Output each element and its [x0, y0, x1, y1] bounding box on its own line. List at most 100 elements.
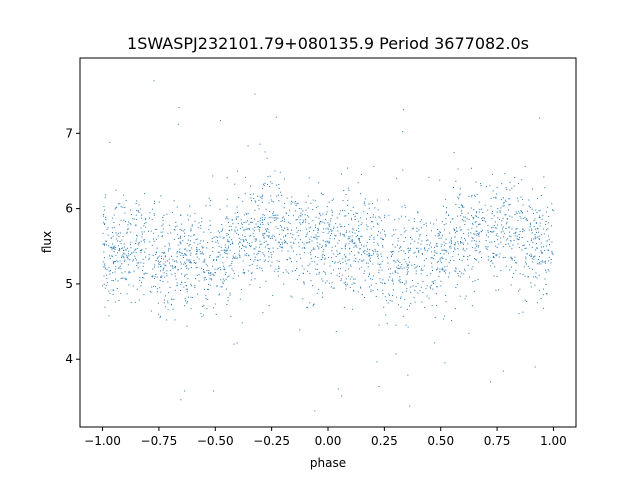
data-point — [244, 193, 246, 195]
data-point — [358, 220, 360, 222]
data-point — [210, 200, 212, 202]
data-point — [267, 243, 269, 245]
data-point — [278, 183, 280, 185]
data-point — [406, 269, 408, 271]
data-point — [187, 259, 189, 261]
data-point — [454, 242, 456, 244]
data-point — [252, 232, 254, 234]
data-point — [360, 260, 362, 262]
data-point — [119, 203, 121, 205]
data-point — [253, 197, 255, 199]
data-point — [281, 247, 283, 249]
data-point — [496, 233, 498, 235]
data-point — [329, 242, 331, 244]
data-point — [232, 255, 234, 257]
data-point — [470, 167, 472, 169]
data-point — [397, 267, 399, 269]
data-point — [102, 232, 104, 234]
data-point — [510, 257, 512, 259]
data-point — [499, 211, 501, 213]
data-point — [222, 237, 224, 239]
data-point — [331, 246, 333, 248]
data-point — [113, 289, 115, 291]
data-point — [434, 317, 436, 319]
data-point — [290, 261, 292, 263]
data-point — [478, 233, 480, 235]
data-point — [329, 225, 331, 227]
data-point — [222, 278, 224, 280]
data-point — [151, 218, 153, 220]
data-point — [194, 234, 196, 236]
data-point — [462, 242, 464, 244]
data-point — [486, 248, 488, 250]
data-point — [372, 275, 374, 277]
data-point — [250, 272, 252, 274]
data-point — [411, 264, 413, 266]
data-point — [223, 280, 225, 282]
data-point — [117, 280, 119, 282]
data-point — [351, 217, 353, 219]
data-point — [193, 261, 195, 263]
data-point — [382, 292, 384, 294]
data-point — [120, 257, 122, 259]
data-point — [254, 240, 256, 242]
data-point — [237, 229, 239, 231]
data-point — [174, 226, 176, 228]
data-point — [399, 261, 401, 263]
data-point — [344, 210, 346, 212]
data-point — [104, 306, 106, 308]
data-point — [282, 272, 284, 274]
data-point — [272, 217, 274, 219]
data-point — [112, 247, 114, 249]
data-point — [170, 232, 172, 234]
data-point — [159, 315, 161, 317]
data-point — [463, 206, 465, 208]
data-point — [457, 243, 459, 245]
data-point — [339, 223, 341, 225]
data-point — [371, 255, 373, 257]
data-point — [397, 272, 399, 274]
data-point — [496, 193, 498, 195]
data-point — [358, 240, 360, 242]
data-point — [439, 253, 441, 255]
data-point — [174, 272, 176, 274]
data-point — [399, 247, 401, 249]
data-point — [210, 278, 212, 280]
data-point — [341, 173, 343, 175]
data-point — [261, 198, 263, 200]
data-point — [492, 262, 494, 264]
data-point — [343, 306, 345, 308]
data-point — [208, 283, 209, 285]
data-point — [546, 245, 548, 247]
data-point — [224, 244, 226, 246]
data-point — [327, 222, 329, 224]
data-point — [341, 395, 343, 397]
data-point — [359, 241, 361, 243]
data-point — [405, 230, 407, 232]
data-point — [226, 248, 228, 250]
data-point — [450, 239, 452, 241]
data-point — [125, 200, 127, 202]
data-point — [491, 213, 493, 215]
data-point — [186, 291, 188, 293]
data-point — [103, 251, 105, 253]
data-point — [463, 273, 465, 275]
data-point — [400, 246, 402, 248]
data-point — [164, 256, 166, 258]
data-point — [474, 247, 476, 249]
data-point — [491, 259, 493, 261]
data-point — [302, 219, 304, 221]
data-point — [168, 244, 170, 246]
data-point — [186, 325, 188, 327]
data-point — [522, 311, 524, 313]
data-point — [496, 247, 498, 249]
data-point — [390, 255, 392, 257]
data-point — [478, 252, 480, 254]
data-point — [306, 232, 308, 234]
data-point — [158, 263, 160, 265]
data-point — [538, 263, 540, 265]
data-point — [167, 309, 169, 311]
data-point — [503, 232, 505, 234]
data-point — [236, 206, 238, 208]
data-point — [309, 263, 311, 265]
